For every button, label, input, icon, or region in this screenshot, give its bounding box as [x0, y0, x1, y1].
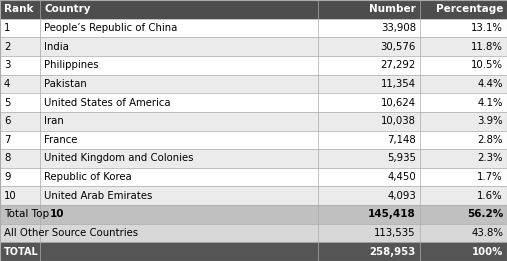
- Text: 258,953: 258,953: [370, 247, 416, 257]
- Text: Philippines: Philippines: [44, 60, 99, 70]
- Text: 11,354: 11,354: [381, 79, 416, 89]
- Text: 43.8%: 43.8%: [471, 228, 503, 238]
- Text: 5: 5: [4, 98, 11, 108]
- Text: 4,450: 4,450: [387, 172, 416, 182]
- Text: 3.9%: 3.9%: [477, 116, 503, 126]
- Text: Rank: Rank: [4, 4, 33, 14]
- Text: Iran: Iran: [44, 116, 64, 126]
- Bar: [0, 130, 507, 149]
- Text: 100%: 100%: [472, 247, 503, 257]
- Text: 4,093: 4,093: [387, 191, 416, 201]
- Bar: [0, 242, 507, 261]
- Bar: [0, 205, 507, 224]
- Bar: [0, 93, 507, 112]
- Text: 11.8%: 11.8%: [471, 41, 503, 52]
- Text: 10.5%: 10.5%: [471, 60, 503, 70]
- Text: United States of America: United States of America: [44, 98, 171, 108]
- Text: 4.1%: 4.1%: [478, 98, 503, 108]
- Text: 8: 8: [4, 153, 11, 163]
- Text: 9: 9: [4, 172, 11, 182]
- Text: Total Top: Total Top: [4, 209, 52, 220]
- Bar: [0, 56, 507, 75]
- Text: 3: 3: [4, 60, 11, 70]
- Bar: [0, 224, 507, 242]
- Bar: [0, 37, 507, 56]
- Text: All Other Source Countries: All Other Source Countries: [4, 228, 138, 238]
- Text: 7: 7: [4, 135, 11, 145]
- Text: 145,418: 145,418: [368, 209, 416, 220]
- Text: Republic of Korea: Republic of Korea: [44, 172, 132, 182]
- Bar: [0, 186, 507, 205]
- Text: France: France: [44, 135, 78, 145]
- Bar: [0, 112, 507, 130]
- Text: 2.8%: 2.8%: [478, 135, 503, 145]
- Text: 1.6%: 1.6%: [477, 191, 503, 201]
- Text: United Arab Emirates: United Arab Emirates: [44, 191, 153, 201]
- Text: 30,576: 30,576: [381, 41, 416, 52]
- Text: 13.1%: 13.1%: [471, 23, 503, 33]
- Text: 10: 10: [4, 191, 17, 201]
- Text: United Kingdom and Colonies: United Kingdom and Colonies: [44, 153, 194, 163]
- Text: 56.2%: 56.2%: [467, 209, 503, 220]
- Text: 2.3%: 2.3%: [478, 153, 503, 163]
- Text: 33,908: 33,908: [381, 23, 416, 33]
- Text: 10: 10: [50, 209, 64, 220]
- Text: 5,935: 5,935: [387, 153, 416, 163]
- Text: 27,292: 27,292: [381, 60, 416, 70]
- Text: 4: 4: [4, 79, 11, 89]
- Text: 4.4%: 4.4%: [478, 79, 503, 89]
- Text: 1.7%: 1.7%: [477, 172, 503, 182]
- Text: 10,624: 10,624: [381, 98, 416, 108]
- Text: TOTAL: TOTAL: [4, 247, 39, 257]
- Text: 6: 6: [4, 116, 11, 126]
- Text: India: India: [44, 41, 69, 52]
- Bar: [0, 0, 507, 19]
- Bar: [0, 19, 507, 37]
- Text: 10,038: 10,038: [381, 116, 416, 126]
- Text: Country: Country: [44, 4, 91, 14]
- Bar: [0, 75, 507, 93]
- Text: 113,535: 113,535: [374, 228, 416, 238]
- Bar: [0, 149, 507, 168]
- Text: 7,148: 7,148: [387, 135, 416, 145]
- Text: Percentage: Percentage: [436, 4, 503, 14]
- Text: Pakistan: Pakistan: [44, 79, 87, 89]
- Bar: [0, 168, 507, 186]
- Text: 1: 1: [4, 23, 11, 33]
- Text: People’s Republic of China: People’s Republic of China: [44, 23, 177, 33]
- Text: 2: 2: [4, 41, 11, 52]
- Text: Number: Number: [369, 4, 416, 14]
